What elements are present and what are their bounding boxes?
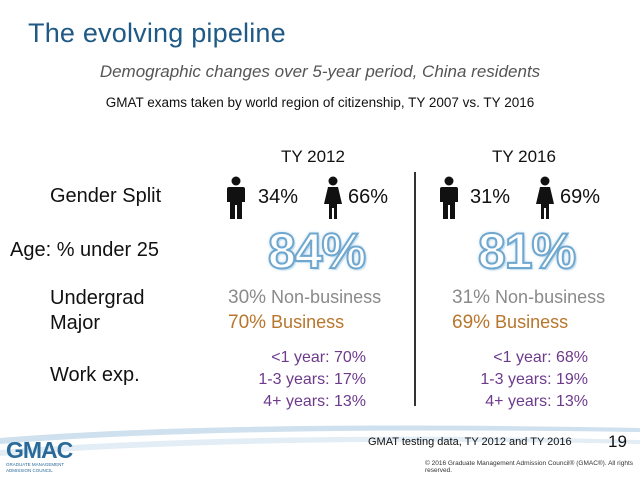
nonbusiness-pct: 31% bbox=[452, 287, 491, 308]
work-exp-2016-1to3: 1-3 years: 19% bbox=[480, 371, 588, 388]
work-exp-2016-lt1: <1 year: 68% bbox=[493, 349, 588, 366]
nonbusiness-label: Non-business bbox=[271, 287, 382, 307]
row-label-age: Age: % under 25 bbox=[10, 239, 159, 261]
subtitle-detail: GMAT exams taken by world region of citi… bbox=[105, 95, 535, 110]
age-under25-2012: 84% bbox=[267, 222, 367, 280]
page-title: The evolving pipeline bbox=[28, 18, 286, 48]
nonbusiness-pct: 30% bbox=[228, 287, 267, 308]
age-under25-2016: 81% bbox=[477, 222, 577, 280]
business-major-2016: 69% Business bbox=[452, 312, 568, 334]
column-header-ty2012: TY 2012 bbox=[281, 147, 345, 166]
business-major-2012: 70% Business bbox=[228, 312, 344, 334]
work-exp-2016-4plus: 4+ years: 13% bbox=[485, 393, 588, 410]
column-header-ty2016: TY 2016 bbox=[492, 147, 556, 166]
business-label: Business bbox=[271, 312, 345, 332]
footer-swoosh bbox=[0, 425, 640, 456]
nonbusiness-label: Non-business bbox=[495, 287, 606, 307]
work-exp-2012-4plus: 4+ years: 13% bbox=[263, 393, 366, 410]
male-pct-2016: 31% bbox=[470, 186, 511, 208]
female-pct-2016: 69% bbox=[560, 186, 601, 208]
male-pct-2012: 34% bbox=[258, 186, 299, 208]
subtitle: Demographic changes over 5-year period, … bbox=[99, 62, 541, 81]
female-person-icon bbox=[322, 176, 344, 225]
work-exp-2012-1to3: 1-3 years: 17% bbox=[258, 371, 366, 388]
female-pct-2012: 66% bbox=[348, 186, 389, 208]
female-person-icon bbox=[534, 176, 556, 225]
gmac-logo-subtext: GRADUATE MANAGEMENT ADMISSION COUNCIL bbox=[6, 462, 65, 473]
nonbusiness-major-2012: 30% Non-business bbox=[228, 287, 381, 309]
business-label: Business bbox=[495, 312, 569, 332]
nonbusiness-major-2016: 31% Non-business bbox=[452, 287, 605, 309]
copyright: © 2016 Graduate Management Admission Cou… bbox=[425, 460, 634, 474]
gmac-logo-text: GMAC bbox=[6, 437, 73, 463]
page-number: 19 bbox=[608, 432, 627, 451]
footer-note: GMAT testing data, TY 2012 and TY 2016 bbox=[368, 436, 572, 448]
column-divider bbox=[414, 172, 416, 406]
row-label-major-line2: Major bbox=[50, 312, 101, 334]
male-person-icon bbox=[439, 176, 459, 225]
male-person-icon bbox=[226, 176, 246, 225]
business-pct: 69% bbox=[452, 312, 491, 333]
row-label-gender: Gender Split bbox=[50, 185, 162, 207]
row-label-work: Work exp. bbox=[50, 364, 140, 386]
business-pct: 70% bbox=[228, 312, 267, 333]
row-label-major-line1: Undergrad bbox=[50, 287, 145, 309]
work-exp-2012-lt1: <1 year: 70% bbox=[271, 349, 366, 366]
gmac-logo: GMAC GRADUATE MANAGEMENT ADMISSION COUNC… bbox=[6, 438, 98, 478]
